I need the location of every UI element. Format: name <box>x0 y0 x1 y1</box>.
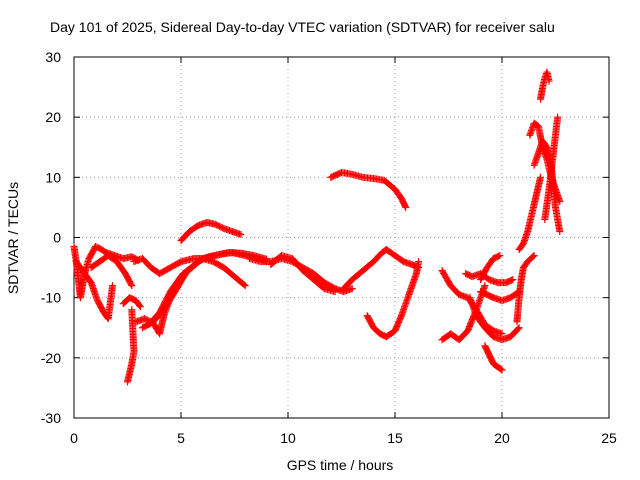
data-point <box>481 282 489 290</box>
data-point <box>348 285 356 293</box>
data-point <box>331 288 339 296</box>
x-tick-label: 20 <box>494 430 510 446</box>
data-point <box>128 306 136 314</box>
data-point <box>241 282 249 290</box>
data-point <box>554 113 562 121</box>
data-point <box>537 173 545 181</box>
data-point <box>128 282 136 290</box>
data-point <box>240 281 248 289</box>
data-point <box>497 365 505 373</box>
series-arc-26 <box>537 68 553 103</box>
series-arc-3 <box>87 252 136 290</box>
data-point <box>136 303 144 311</box>
y-tick-label: 20 <box>45 109 61 125</box>
series-arc-9 <box>145 249 271 329</box>
series-arc-13 <box>340 246 423 293</box>
y-tick-label: 0 <box>53 230 61 246</box>
series-arc-2 <box>72 258 117 323</box>
data-points <box>70 68 564 386</box>
data-point <box>514 325 522 333</box>
data-point <box>109 282 117 290</box>
series-arc-28 <box>541 113 562 223</box>
data-point <box>237 230 245 238</box>
data-point <box>496 252 504 260</box>
chart-title: Day 101 of 2025, Sidereal Day-to-day VTE… <box>50 19 555 35</box>
series-arc-4 <box>124 306 138 386</box>
series-arc-24 <box>515 173 545 254</box>
data-point <box>530 252 538 260</box>
series-arc-18 <box>462 270 517 287</box>
y-tick-label: 10 <box>45 169 61 185</box>
series-arc-7 <box>130 255 249 290</box>
x-tick-label: 15 <box>387 430 403 446</box>
data-point <box>135 301 143 309</box>
series-arc-20 <box>481 342 506 374</box>
y-tick-label: -20 <box>41 350 61 366</box>
y-tick-label: -30 <box>41 410 61 426</box>
y-tick-label: -10 <box>41 290 61 306</box>
data-point <box>507 276 515 284</box>
x-tick-label: 10 <box>280 430 296 446</box>
x-tick-label: 25 <box>601 430 617 446</box>
axis-ticks: 0 5 10 15 20 25 -30 -20 -10 0 10 20 30 <box>41 49 617 446</box>
series-arc-15 <box>363 258 423 341</box>
data-point <box>509 276 517 284</box>
series-arc-11 <box>245 255 356 296</box>
y-tick-label: 30 <box>45 49 61 65</box>
data-point <box>401 202 409 210</box>
series-arc-10 <box>177 218 245 245</box>
series-arc-22 <box>477 252 504 284</box>
data-point <box>127 280 135 288</box>
data-point <box>498 366 506 374</box>
x-tick-label: 5 <box>177 430 185 446</box>
x-axis-label: GPS time / hours <box>287 457 394 473</box>
y-axis-label: SDTVAR / TECUs <box>5 182 21 294</box>
data-point <box>545 77 553 85</box>
data-point <box>515 324 523 332</box>
series-arc-14 <box>327 169 410 211</box>
data-point <box>498 330 506 338</box>
x-tick-label: 0 <box>70 430 78 446</box>
data-point <box>495 252 503 260</box>
data-point <box>402 203 410 211</box>
data-point <box>415 258 423 266</box>
series-arc-19 <box>466 294 523 344</box>
series-arc-12 <box>267 252 339 296</box>
data-point <box>529 253 537 261</box>
series-arc-23 <box>513 252 538 326</box>
series-arc-5 <box>119 294 144 311</box>
data-point <box>556 227 564 235</box>
